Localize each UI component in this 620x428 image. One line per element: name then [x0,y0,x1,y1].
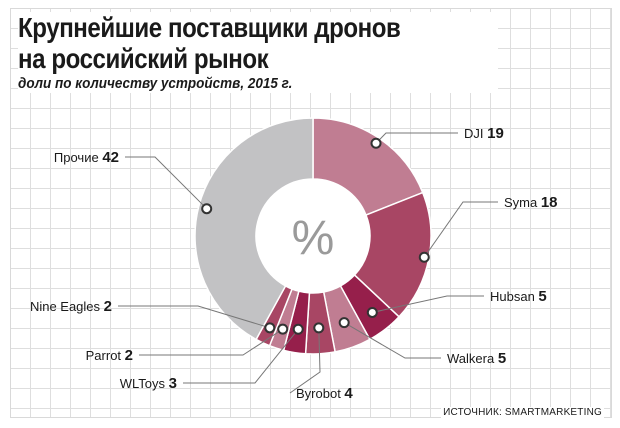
slice-marker-hubsan [366,306,378,318]
slice-label-value: 2 [104,298,112,315]
slice-label-value: 2 [125,347,133,364]
leader-line-hubsan [372,295,484,313]
leader-line-syma [423,201,498,258]
slice-label-name: Syma [504,195,541,210]
chart-title-line-2: на российский рынок [18,43,269,74]
chart-title-line-1: Крупнейшие поставщики дронов [18,12,401,43]
slice-label-value: 3 [169,375,177,392]
slice-label-syma: Syma 18 [504,194,558,211]
slice-label-name: Hubsan [490,289,538,304]
leader-line-walkera [343,322,441,359]
slice-marker-byrobot [313,322,325,334]
slice-label-parrot: Parrot 2 [86,347,133,364]
slice-label-name: Parrot [86,348,125,363]
slice-label-name: WLToys [120,376,169,391]
slice-label-nine-eagles: Nine Eagles 2 [30,298,112,315]
slice-label-value: 42 [102,149,119,166]
slice-marker-dji [370,137,382,149]
slice-marker-walkera [338,317,350,329]
slice-label-byrobot: Byrobot 4 [296,385,353,402]
title-block: Крупнейшие поставщики дронов на российск… [18,12,498,93]
center-percent-symbol: % [292,212,335,265]
slice-marker-syma [418,251,430,263]
leader-line-dji [375,132,458,144]
slice-label-прочие: Прочие 42 [54,149,119,166]
slice-label-value: 5 [538,288,546,305]
slice-marker-nine-eagles [264,322,276,334]
slice-label-hubsan: Hubsan 5 [490,288,547,305]
leader-line-wltoys [183,328,299,384]
slice-label-value: 5 [498,350,506,367]
slice-marker-wltoys [292,323,304,335]
slice-label-value: 4 [344,385,353,402]
slice-label-value: 19 [487,125,504,142]
slice-marker-прочие [201,203,213,215]
slice-label-name: DJI [464,126,487,141]
chart-subtitle: доли по количеству устройств, 2015 г. [18,75,293,92]
slice-label-name: Byrobot [296,386,344,401]
leader-line-nine-eagles [118,305,270,329]
slice-label-name: Прочие [54,150,102,165]
leader-line-parrot [139,328,284,356]
slice-marker-parrot [277,323,289,335]
slice-label-name: Walkera [447,351,498,366]
donut-hole [256,179,370,293]
slice-label-dji: DJI 19 [464,125,504,142]
slice-label-walkera: Walkera 5 [447,350,506,367]
slice-label-wltoys: WLToys 3 [120,375,177,392]
source-note: ИСТОЧНИК: SMARTMARKETING [441,407,604,418]
leader-line-byrobot [289,327,321,394]
slice-label-name: Nine Eagles [30,299,104,314]
slice-label-value: 18 [541,194,558,211]
leader-line-прочие [125,156,208,210]
